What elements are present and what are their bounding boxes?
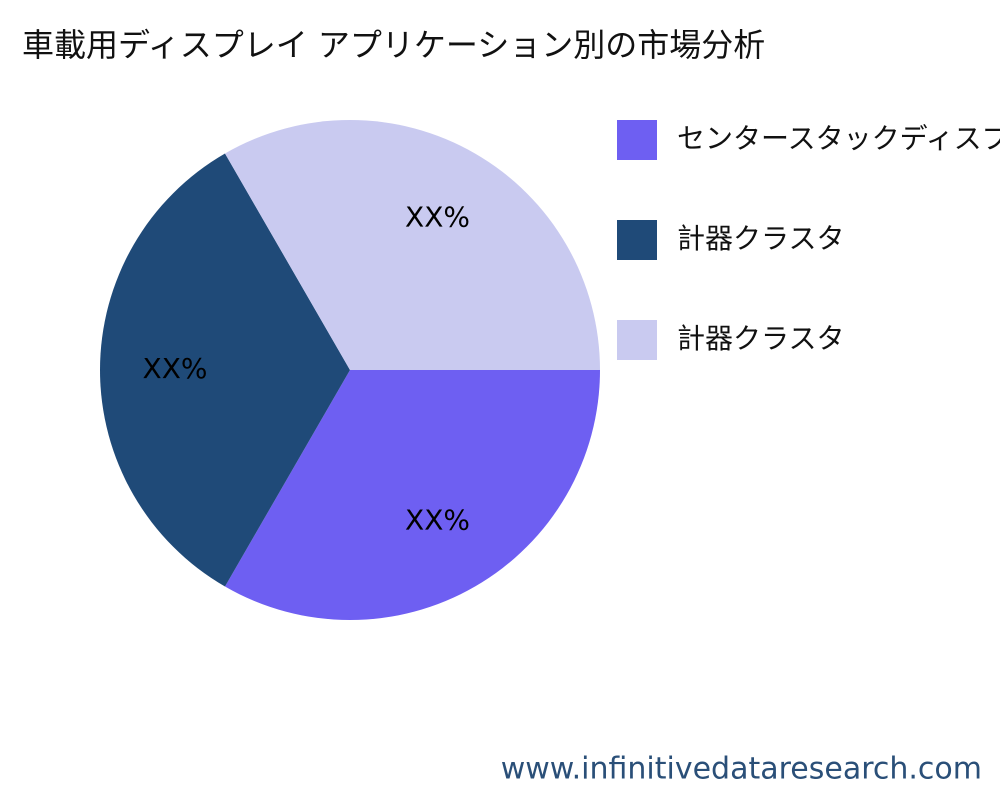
legend-label: センタースタックディスプレイ: [677, 122, 1000, 155]
pie-slice: [225, 119, 600, 370]
legend-label: 計器クラスタ: [677, 222, 844, 255]
legend-label: 計器クラスタ: [677, 322, 844, 355]
pie-slice: [225, 370, 600, 620]
footer: www.infinitivedataresearch.com: [501, 752, 982, 787]
slice-label: XX%: [405, 504, 470, 537]
chart-title: 車載用ディスプレイ アプリケーション別の市場分析: [22, 26, 765, 64]
legend-swatch: [617, 220, 657, 260]
slice-label: XX%: [405, 200, 470, 233]
legend-swatch: [617, 320, 657, 360]
slice-label: XX%: [143, 352, 208, 385]
legend-swatch: [617, 120, 657, 160]
